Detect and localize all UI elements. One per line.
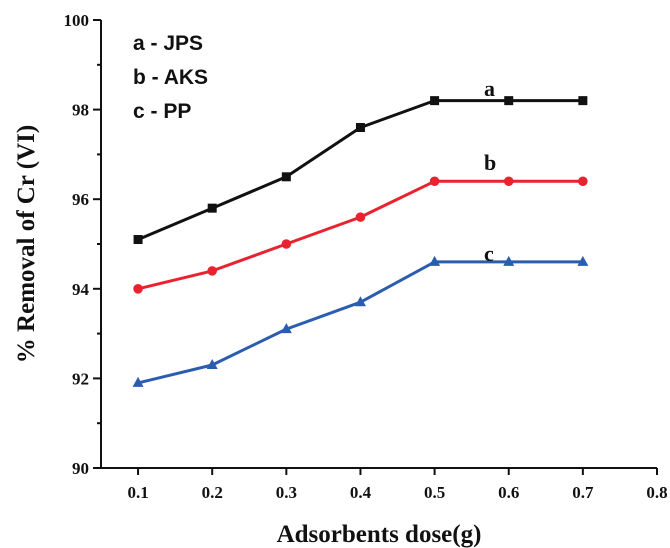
x-tick-label: 0.4 (350, 483, 372, 502)
y-axis-title: % Removal of Cr (VI) (13, 125, 40, 363)
data-point-b (133, 284, 143, 294)
x-axis-title: Adsorbents dose(g) (277, 521, 482, 548)
data-point-a (133, 235, 143, 245)
data-point-c (354, 296, 366, 307)
series-markers (132, 96, 589, 387)
x-tick-label: 0.3 (276, 483, 297, 502)
series-tag-b: b (484, 150, 496, 175)
data-point-a (281, 172, 291, 182)
series-tags: a b c (484, 76, 496, 266)
series-line-b (137, 179, 583, 291)
data-point-c (429, 255, 441, 266)
legend: a - JPS b - AKS c - PP (133, 32, 208, 123)
y-tick-label: 90 (72, 459, 89, 478)
x-tick-label: 0.5 (424, 483, 445, 502)
series-tag-a: a (484, 76, 495, 101)
legend-entry-a: a - JPS (133, 32, 203, 55)
data-point-b (207, 266, 217, 276)
data-point-b (355, 212, 366, 222)
data-point-c (577, 255, 589, 266)
data-point-b (281, 239, 292, 249)
data-point-c (280, 323, 292, 334)
data-point-a (355, 123, 365, 133)
y-tick-label: 100 (64, 11, 90, 30)
x-tick-label: 0.7 (572, 483, 594, 502)
legend-entry-c: c - PP (133, 100, 191, 123)
legend-entry-b: b - AKS (133, 66, 208, 89)
data-point-c (503, 255, 515, 266)
y-tick-label: 98 (72, 101, 89, 120)
series-line-c (137, 260, 583, 385)
y-tick-label: 94 (72, 280, 90, 299)
data-point-a (430, 96, 440, 106)
y-tick-label: 96 (72, 190, 89, 209)
x-tick-label: 0.8 (646, 483, 667, 502)
series-lines (137, 99, 583, 385)
data-point-c (206, 358, 218, 369)
x-tick-label: 0.2 (202, 483, 223, 502)
data-point-b (429, 176, 440, 187)
data-point-a (578, 96, 588, 106)
data-point-b (503, 176, 514, 187)
x-tick-label: 0.1 (127, 483, 148, 502)
data-point-a (504, 96, 514, 106)
y-tick-label: 92 (72, 369, 89, 388)
data-point-a (207, 203, 217, 213)
series-tag-c: c (484, 241, 494, 266)
y-ticks: 90 92 94 96 98 100 (64, 11, 101, 478)
x-ticks: 0.1 0.2 0.3 0.4 0.5 0.6 0.7 0.8 (127, 468, 668, 502)
data-point-b (578, 176, 588, 187)
data-point-c (132, 376, 144, 387)
x-tick-label: 0.6 (498, 483, 519, 502)
